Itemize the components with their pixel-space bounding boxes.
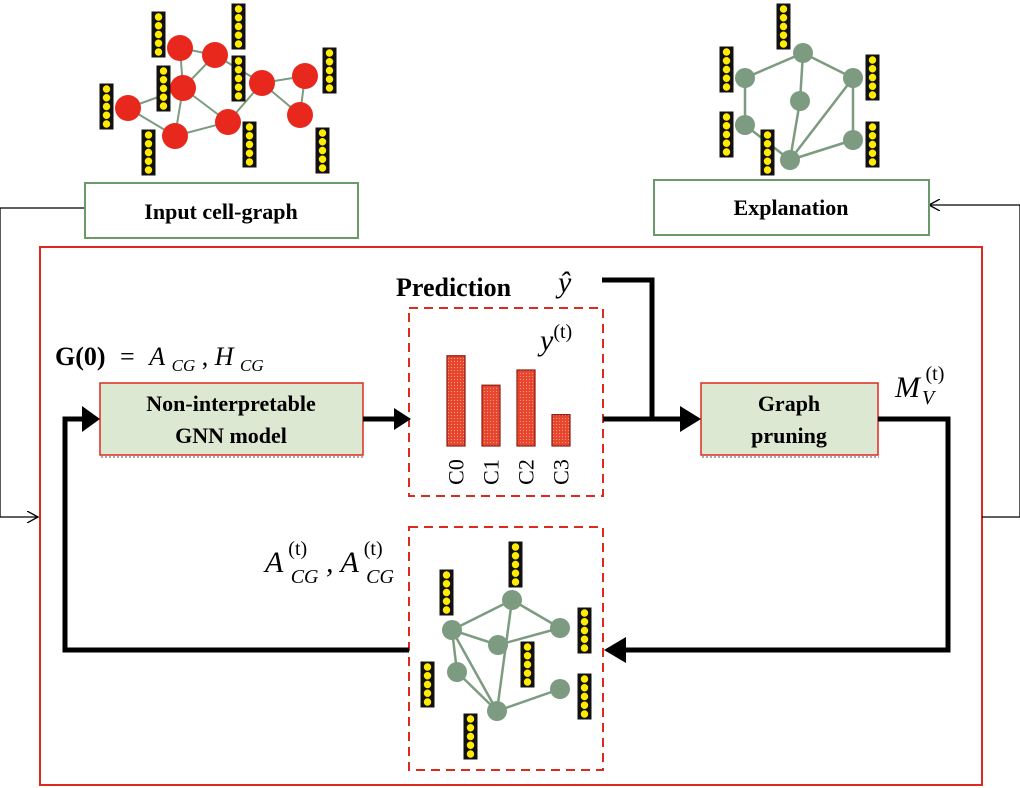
input-node-3	[170, 75, 196, 101]
graph-nodes-layer	[115, 35, 863, 721]
explanation-node-4	[790, 91, 810, 111]
gnn-model-label-line1: Non-interpretable	[146, 391, 316, 416]
bar-label-c0: C0	[444, 459, 469, 485]
explanation-label: Explanation	[734, 195, 849, 220]
explanation-node-2	[793, 43, 813, 63]
bar-c1	[481, 384, 501, 447]
initial-graph-formula: G(0) = A CG , H CG	[55, 342, 264, 377]
input-node-8	[292, 63, 318, 89]
feature-vector-icon	[463, 713, 478, 760]
gnn-model-box	[99, 382, 364, 456]
pruned-node-7	[550, 679, 570, 699]
pruned-node-2	[502, 590, 522, 610]
feature-vector-icon	[141, 129, 156, 176]
feature-vector-icon	[99, 83, 114, 130]
feature-vector-icon	[242, 121, 257, 168]
feature-vector-icon	[322, 47, 337, 94]
pruned-node-4	[488, 635, 508, 655]
input-cell-graph-box	[84, 182, 359, 239]
explanation-node-6	[843, 130, 863, 150]
prediction-label: Prediction	[396, 273, 512, 302]
pruned-node-6	[487, 701, 507, 721]
bar-label-c1: C1	[479, 459, 504, 485]
gnn-to-prediction-arrowhead	[394, 408, 411, 430]
feature-vector-icon	[508, 541, 523, 588]
y-hat-to-pruning-arrow	[602, 277, 655, 419]
feature-vector-icon	[439, 569, 454, 616]
input-node-7	[249, 70, 275, 96]
prediction-chart-box	[408, 307, 604, 497]
bar-label-c2: C2	[514, 459, 539, 485]
input-node-2	[202, 42, 228, 68]
pruned-node-5	[447, 662, 467, 682]
input-node-9	[287, 102, 313, 128]
pruned-graph	[450, 598, 561, 713]
feature-vector-icon	[719, 46, 734, 93]
mask-label: M (t)	[894, 363, 944, 404]
input-node-1	[167, 35, 193, 61]
pruned-node-1	[442, 620, 462, 640]
feature-vector-icon	[156, 65, 171, 112]
feature-vector-icon	[315, 127, 330, 174]
pruned-adjacency-label: A (t) CG , A (t) CG	[263, 529, 394, 590]
input-cell-graph-label: Input cell-graph	[144, 199, 297, 224]
feature-vector-icon	[577, 607, 592, 654]
prediction-bar-chart: C0 C1 C2 C3	[444, 355, 574, 485]
input-node-5	[162, 123, 188, 149]
y-t-label: y(t)	[537, 321, 572, 357]
pruned-graph-to-gnn-arrow	[62, 416, 409, 653]
feature-vector-icon	[520, 641, 535, 688]
input-to-frame-connector	[0, 207, 85, 517]
process-frame	[39, 246, 983, 786]
feature-vector-icon	[231, 3, 246, 50]
bar-c2	[516, 369, 536, 447]
pruning-to-pruned-graph-arrowhead	[604, 637, 626, 663]
bar-c3	[551, 414, 571, 447]
frame-to-explanation-connector	[929, 205, 1020, 518]
gnn-model-label-line2: GNN model	[175, 423, 287, 448]
feature-vector-icon	[151, 11, 166, 58]
input-node-6	[215, 109, 241, 135]
pruning-to-pruned-graph-arrow	[612, 416, 951, 653]
bar-c0	[446, 355, 466, 447]
feature-vector-icon	[865, 54, 880, 101]
feature-vector-icon	[420, 661, 435, 708]
input-node-4	[115, 95, 141, 121]
explanation-box	[653, 179, 930, 236]
explanation-node-1	[735, 68, 755, 88]
y-hat-symbol: ŷ	[555, 266, 572, 299]
feature-vector-icon	[865, 121, 880, 168]
bar-label-c3: C3	[549, 459, 574, 485]
prediction-to-pruning-arrowhead	[680, 406, 701, 432]
feature-vector-icon	[719, 111, 734, 158]
explanation-node-7	[780, 150, 800, 170]
explanation-node-3	[843, 68, 863, 88]
feature-vector-icon	[577, 673, 592, 720]
feature-vector-icon	[776, 3, 791, 50]
feature-vector-icon	[760, 129, 775, 176]
graph-pruning-label-line2: pruning	[751, 423, 827, 448]
explanation-node-5	[735, 115, 755, 135]
graph-pruning-label-line1: Graph	[758, 391, 820, 416]
pruned-graph-to-gnn-arrowhead	[82, 406, 100, 432]
feature-vector-icon	[231, 55, 246, 102]
pruned-node-3	[550, 618, 570, 638]
feature-vectors-layer	[99, 3, 880, 760]
mask-label-subscript: V	[922, 387, 937, 409]
